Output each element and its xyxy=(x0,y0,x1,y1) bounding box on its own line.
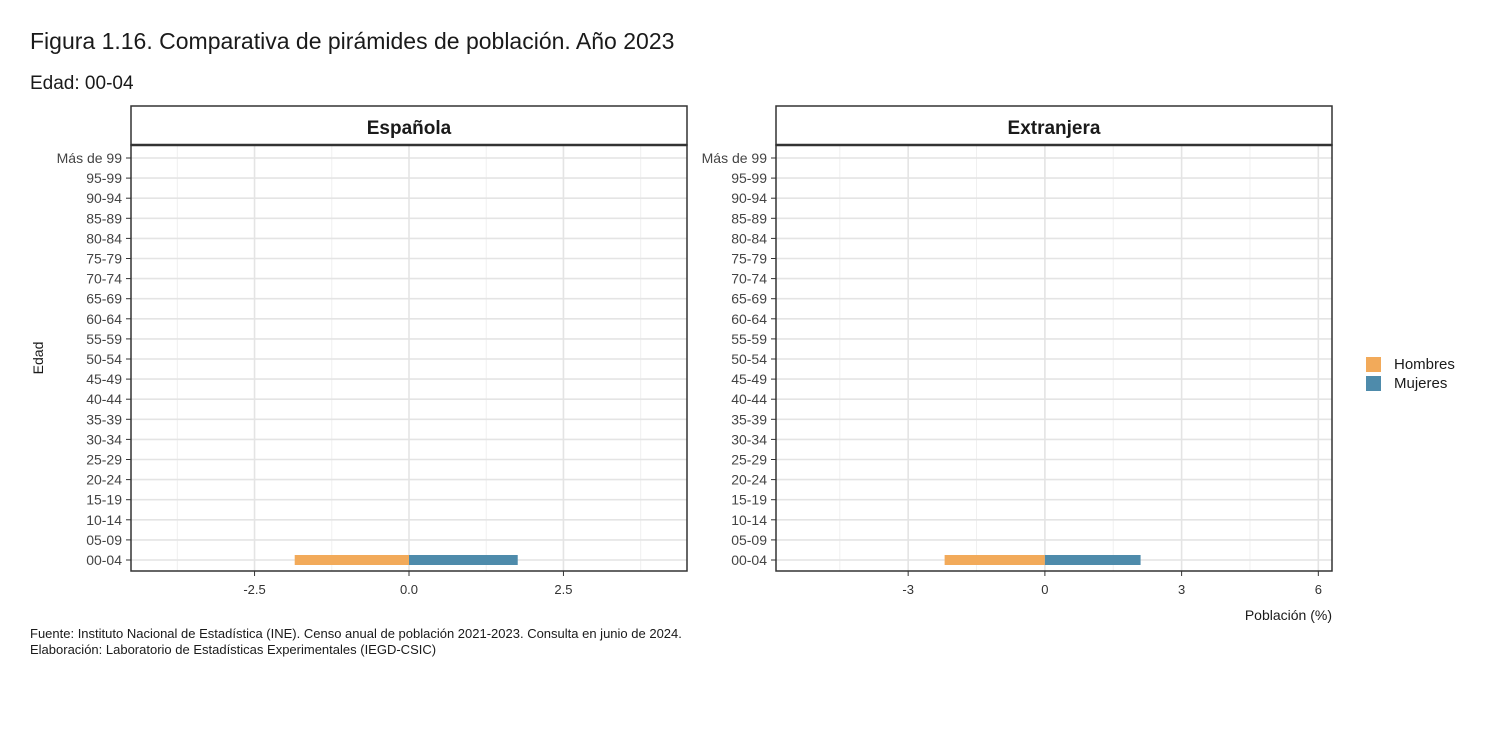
caption-source: Fuente: Instituto Nacional de Estadístic… xyxy=(30,626,682,641)
x-tick-label: -2.5 xyxy=(243,582,265,597)
legend-label-hombres: Hombres xyxy=(1394,356,1455,373)
y-axis-title: Edad xyxy=(30,342,46,375)
y-tick-label: 35-39 xyxy=(731,411,767,427)
y-tick-label: 45-49 xyxy=(86,371,122,387)
y-tick-label: 95-99 xyxy=(86,170,122,186)
y-tick-label: 50-54 xyxy=(86,351,122,367)
y-tick-label: 20-24 xyxy=(86,472,122,488)
facet-label-extranjera: Extranjera xyxy=(1008,118,1101,139)
y-tick-label: 50-54 xyxy=(731,351,767,367)
y-tick-label: 00-04 xyxy=(86,552,122,568)
x-tick-label: 2.5 xyxy=(554,582,572,597)
bar-hombres-00-04 xyxy=(294,555,409,565)
y-tick-label: 75-79 xyxy=(86,251,122,267)
legend-item-mujeres: Mujeres xyxy=(1366,374,1455,393)
facet-label-española: Española xyxy=(367,118,452,139)
y-tick-label: 30-34 xyxy=(86,431,122,447)
x-tick-label: 6 xyxy=(1315,582,1322,597)
y-tick-label: 65-69 xyxy=(86,291,122,307)
y-tick-label: 15-19 xyxy=(731,492,767,508)
y-tick-label: 10-14 xyxy=(86,512,122,528)
caption: Fuente: Instituto Nacional de Estadístic… xyxy=(30,626,682,658)
y-tick-label: 40-44 xyxy=(731,391,767,407)
x-tick-label: 0.0 xyxy=(400,582,418,597)
y-tick-label: 05-09 xyxy=(86,532,122,548)
y-tick-label: 90-94 xyxy=(86,190,122,206)
bar-hombres-00-04 xyxy=(944,555,1045,565)
legend-item-hombres: Hombres xyxy=(1366,355,1455,374)
x-tick-label: -3 xyxy=(902,582,914,597)
y-tick-label: Más de 99 xyxy=(57,150,123,166)
y-tick-label: 25-29 xyxy=(731,452,767,468)
y-tick-label: 75-79 xyxy=(731,251,767,267)
y-tick-label: 05-09 xyxy=(731,532,767,548)
facet-strip xyxy=(130,105,688,146)
legend-key-mujeres xyxy=(1366,376,1381,391)
y-tick-label: 25-29 xyxy=(86,452,122,468)
y-tick-label: 45-49 xyxy=(731,371,767,387)
legend-key-hombres xyxy=(1366,357,1381,372)
x-tick-label: 3 xyxy=(1178,582,1185,597)
y-tick-label: 35-39 xyxy=(86,411,122,427)
chart-title: Figura 1.16. Comparativa de pirámides de… xyxy=(30,28,675,54)
y-tick-label: 10-14 xyxy=(731,512,767,528)
bar-mujeres-00-04 xyxy=(1044,555,1141,565)
y-tick-label: 80-84 xyxy=(86,230,122,246)
y-tick-label: 70-74 xyxy=(86,271,122,287)
y-tick-label: 95-99 xyxy=(731,170,767,186)
y-tick-label: 55-59 xyxy=(86,331,122,347)
bar-mujeres-00-04 xyxy=(409,555,518,565)
y-tick-label: 40-44 xyxy=(86,391,122,407)
y-tick-label: 60-64 xyxy=(86,311,122,327)
panel-española: Española 00-04 05-09 10-14 15-19 20-24 25-29 30… xyxy=(57,105,688,597)
panel-extranjera: Extranjera 00-04 05-09 10-14 15-19 20-24 25-29… xyxy=(702,105,1333,597)
y-tick-label: 85-89 xyxy=(731,210,767,226)
y-tick-label: 00-04 xyxy=(731,552,767,568)
y-tick-label: 85-89 xyxy=(86,210,122,226)
caption-credits: Elaboración: Laboratorio de Estadísticas… xyxy=(30,642,437,657)
legend-label-mujeres: Mujeres xyxy=(1394,375,1448,392)
y-tick-label: 80-84 xyxy=(731,230,767,246)
legend: Hombres Mujeres xyxy=(1366,355,1455,393)
y-tick-label: 60-64 xyxy=(731,311,767,327)
y-tick-label: 20-24 xyxy=(731,472,767,488)
y-tick-label: 90-94 xyxy=(731,190,767,206)
y-tick-label: 15-19 xyxy=(86,492,122,508)
chart-subtitle: Edad: 00-04 xyxy=(30,73,134,94)
y-tick-label: 30-34 xyxy=(731,431,767,447)
y-tick-label: 70-74 xyxy=(731,271,767,287)
y-tick-label: 65-69 xyxy=(731,291,767,307)
y-tick-label: Más de 99 xyxy=(702,150,768,166)
x-tick-label: 0 xyxy=(1041,582,1048,597)
panel-background xyxy=(776,145,1332,571)
x-axis-title: Población (%) xyxy=(1245,607,1332,623)
facet-strip xyxy=(775,105,1333,146)
y-tick-label: 55-59 xyxy=(731,331,767,347)
